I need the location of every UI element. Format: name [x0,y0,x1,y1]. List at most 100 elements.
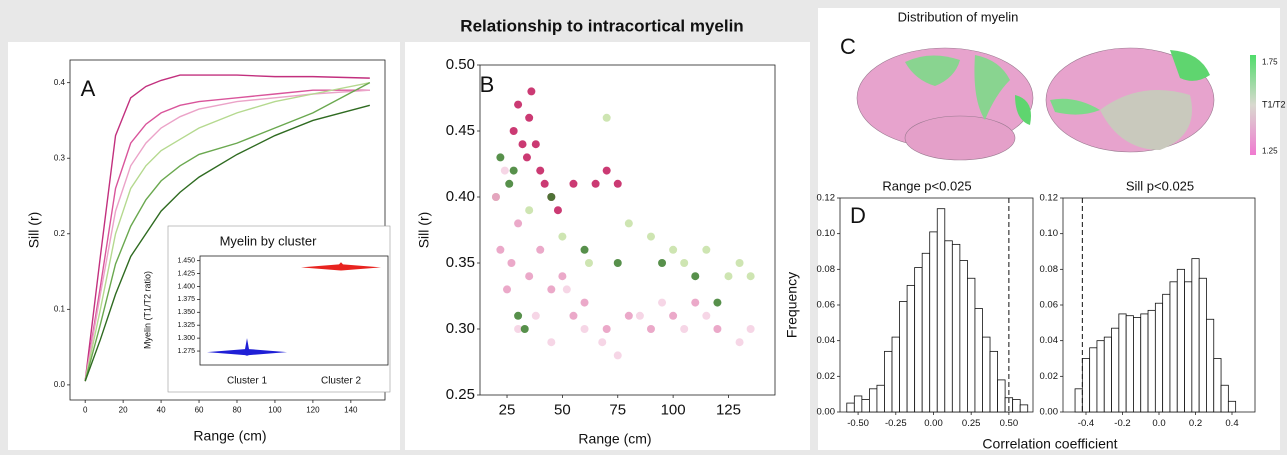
bar [1220,384,1229,413]
bar [1227,400,1237,413]
y-tick-label: 0.40 [446,188,475,205]
y-axis-label: Sill (r) [416,212,432,249]
inset-bg [167,225,391,393]
bar [997,379,1006,413]
point [598,338,607,347]
brain-right [1045,47,1215,153]
point [680,325,689,333]
y-tick-label: 0.00 [1040,407,1059,418]
bar [929,231,938,413]
bar [944,240,953,413]
point [496,245,505,254]
y-tick-label: 0.04 [1040,335,1059,346]
point [580,325,589,333]
panel-label: D [850,203,866,228]
bar [1133,317,1142,413]
bar [1118,313,1127,413]
x-axis-label: Range (cm) [578,431,651,447]
point [531,140,540,149]
point [602,113,611,122]
x-tick-label: 60 [195,406,204,415]
line [84,81,370,382]
myelin-patch [1170,50,1210,81]
violin [301,262,381,271]
bar [974,308,983,413]
y-tick-label: 0.4 [54,78,66,87]
point [514,219,523,228]
y-tick-label: 0.04 [817,335,836,346]
colorbar-tick-label: 1.25 [1262,147,1278,156]
x-tick-label: -0.4 [1078,418,1094,429]
point [514,311,523,320]
line [84,82,371,382]
y-tick-label: 0.2 [54,229,66,238]
point [702,311,711,320]
x-tick-label: 50 [554,401,571,418]
y-tick-label: 1.400 [177,283,195,290]
point [613,259,622,267]
point [547,193,556,201]
panel-label: C [840,34,856,59]
x-axis-label: Correlation coefficient [982,436,1117,452]
y-tick-label: 0.12 [1040,193,1059,204]
point [602,166,611,175]
chart-title: Myelin by cluster [220,233,317,248]
y-tick-label: 0.02 [1040,371,1059,382]
point [724,272,733,281]
bar [921,252,931,413]
x-tick-label: 120 [306,406,320,415]
bar [1111,327,1120,413]
x-tick-label: -0.50 [847,418,869,429]
point [507,259,516,267]
x-tick-label: 80 [233,406,242,415]
bar [1191,258,1200,413]
y-axis-label: Frequency [784,272,800,338]
bar [1147,309,1156,413]
bar [846,402,855,413]
bar [1081,358,1091,413]
y-tick-label: 0.50 [446,56,475,73]
bar [1154,302,1164,413]
bar [891,336,900,413]
point [746,272,755,281]
y-tick-label: 0.02 [817,371,836,382]
bar [1125,315,1134,413]
y-tick-label: 0.06 [817,300,836,311]
y-tick-label: 0.10 [817,228,836,239]
y-tick-label: 0.35 [446,254,475,271]
colorbar-tick-label: 1.75 [1262,57,1278,66]
point [525,113,534,122]
x-tick-label: 100 [268,406,282,415]
point [584,259,593,267]
point [680,259,689,267]
bar [861,399,870,413]
bar [1140,313,1149,413]
bar [906,284,916,413]
bar [959,260,968,413]
y-tick-label: 0.08 [1040,264,1059,275]
point [646,325,655,333]
bar [853,395,863,413]
point [591,179,600,188]
point [558,272,567,281]
point [547,338,556,347]
x-tick-label: 40 [157,406,166,415]
point [514,325,523,333]
bar [884,350,893,413]
y-tick-label: 0.1 [54,304,66,313]
panel-b-bg [405,42,810,450]
point [518,140,527,149]
x-tick-label: 125 [716,401,741,418]
point [525,272,534,281]
bar [899,301,908,413]
point [569,179,578,188]
bar [1012,399,1021,413]
y-tick-label: 0.06 [1040,300,1059,311]
panel-label: B [480,72,495,97]
bar [1198,277,1207,413]
point [491,193,500,201]
x-tick-label: -0.2 [1114,418,1130,429]
y-tick-label: 1.275 [177,348,195,355]
figure-title: Relationship to intracortical myelin [460,16,743,35]
